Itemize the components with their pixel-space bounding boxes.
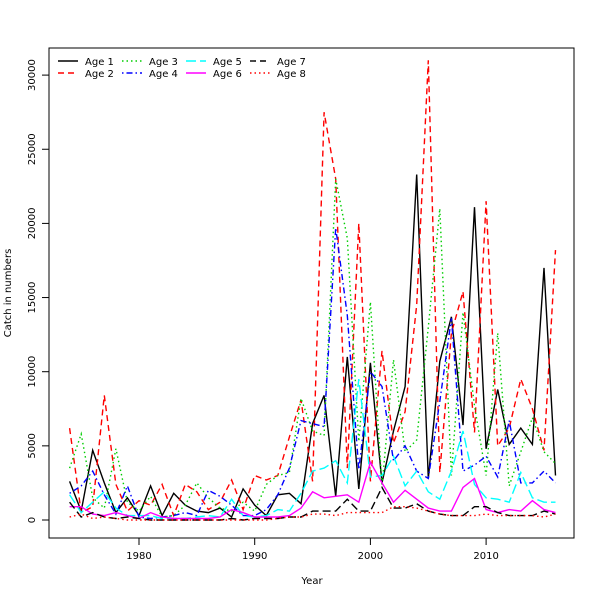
y-tick-label: 25000: [27, 133, 38, 165]
series-line-age-6: [69, 460, 556, 520]
legend-label: Age 5: [213, 57, 242, 68]
legend-label: Age 7: [277, 57, 306, 68]
y-axis-label: Catch in numbers: [3, 249, 14, 338]
x-tick-label: 2000: [358, 551, 383, 562]
y-tick-label: 0: [27, 517, 38, 523]
y-tick-label: 30000: [27, 59, 38, 91]
series-line-age-2: [68, 60, 557, 518]
y-tick-label: 10000: [27, 356, 38, 388]
x-tick-label: 1990: [242, 551, 267, 562]
series-line-age-8: [69, 506, 556, 521]
legend-label: Age 6: [213, 69, 242, 80]
series-line-age-5: [69, 379, 556, 520]
x-axis-label: Year: [300, 576, 323, 587]
legend-label: Age 8: [277, 69, 306, 80]
legend-label: Age 4: [149, 69, 178, 80]
series-line-age-4: [69, 227, 557, 520]
series-line-age-1: [68, 174, 557, 519]
x-tick-label: 1980: [126, 551, 151, 562]
legend-label: Age 2: [85, 69, 114, 80]
y-tick-label: 5000: [27, 433, 38, 458]
plot-frame: [48, 47, 575, 539]
y-tick-label: 15000: [27, 282, 38, 314]
series-line-age-3: [68, 178, 557, 518]
legend-label: Age 3: [149, 57, 178, 68]
legend-label: Age 1: [85, 57, 114, 68]
x-tick-label: 2010: [473, 551, 498, 562]
y-tick-label: 20000: [27, 207, 38, 239]
